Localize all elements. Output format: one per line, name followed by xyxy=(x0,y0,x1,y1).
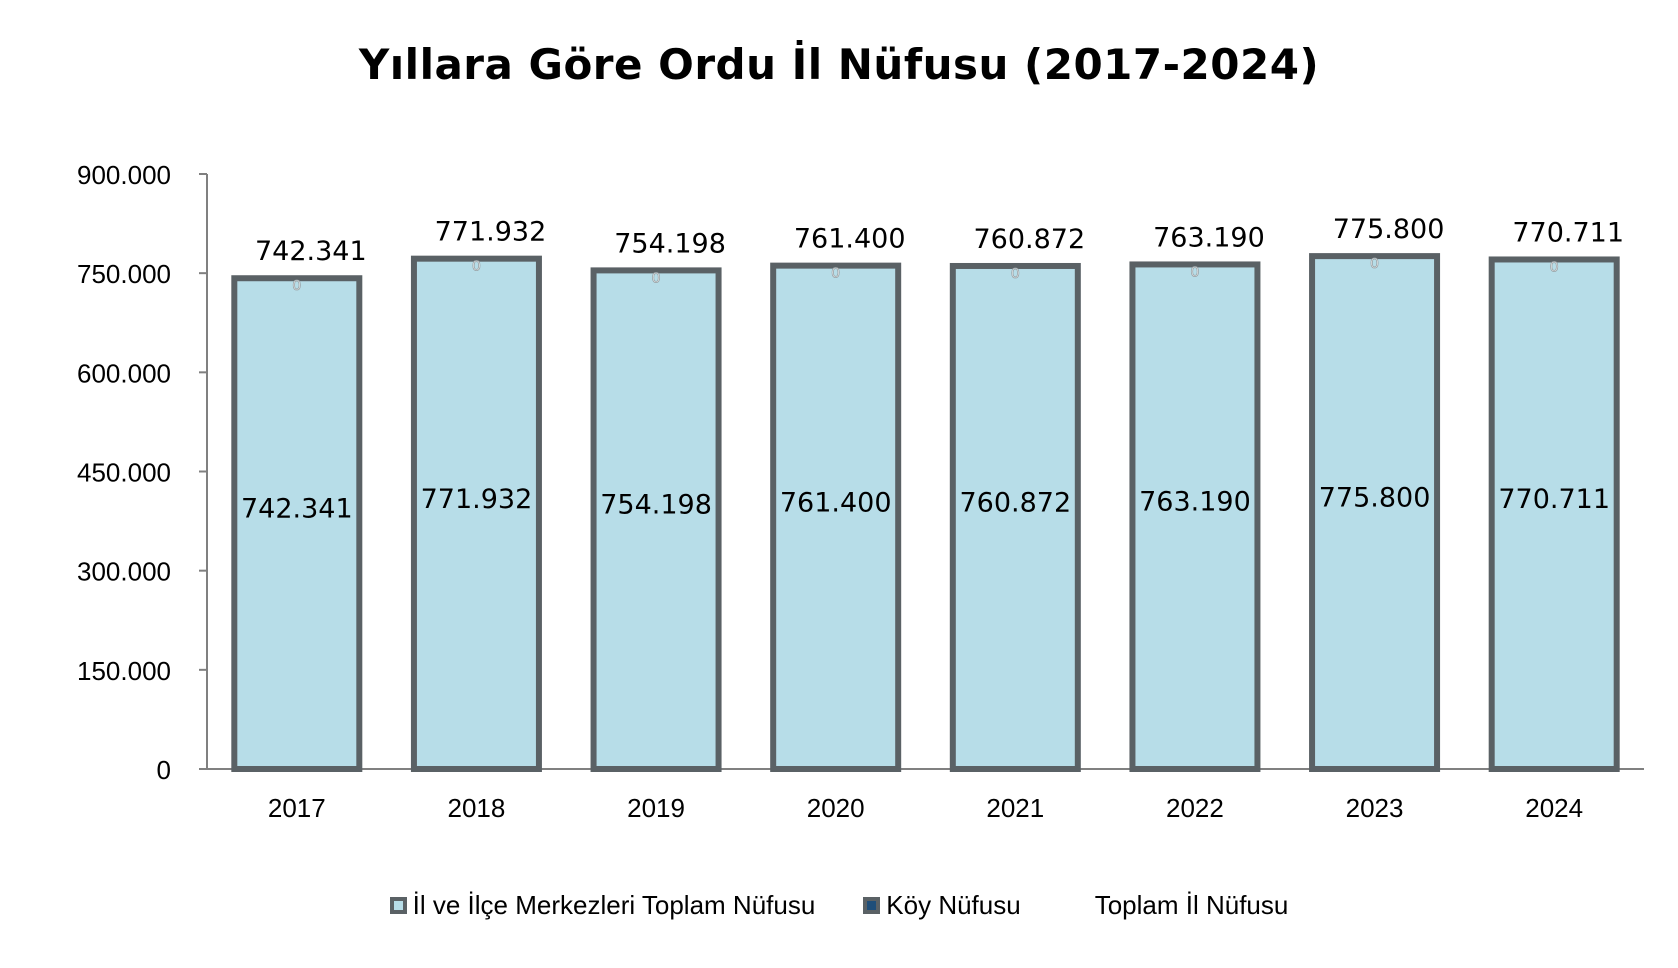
legend-label-koy: Köy Nüfusu xyxy=(886,890,1021,920)
bar-value-label: 763.190 xyxy=(1139,487,1251,518)
koy-value-label: 0 xyxy=(652,269,660,286)
koy-value-label: 0 xyxy=(832,265,840,282)
bar-value-label: 761.400 xyxy=(780,487,892,518)
y-tick-label: 150.000 xyxy=(77,656,171,686)
x-tick-label: 2022 xyxy=(1166,793,1224,823)
legend-item-merkez: İl ve İlçe Merkezleri Toplam Nüfusu xyxy=(389,890,816,921)
legend-label-toplam: Toplam İl Nüfusu xyxy=(1094,890,1289,920)
x-tick-label: 2021 xyxy=(986,793,1044,823)
bar-value-label: 771.932 xyxy=(421,484,533,515)
bar-2018 xyxy=(410,255,542,772)
legend: İl ve İlçe Merkezleri Toplam Nüfusu Köy … xyxy=(0,890,1678,921)
bar-2019 xyxy=(590,267,722,772)
bar-value-label: 775.800 xyxy=(1319,483,1431,514)
bar-2023 xyxy=(1309,253,1441,772)
koy-value-label: 0 xyxy=(1191,263,1199,280)
total-value-label: 760.872 xyxy=(973,224,1085,255)
bar-2021 xyxy=(949,262,1081,772)
koy-value-label: 0 xyxy=(293,277,301,294)
koy-value-label: 0 xyxy=(472,258,480,275)
y-tick-label: 600.000 xyxy=(77,358,171,388)
bar-value-label: 742.341 xyxy=(241,494,353,525)
chart-title: Yıllara Göre Ordu İl Nüfusu (2017-2024) xyxy=(358,40,1320,89)
x-tick-label: 2018 xyxy=(448,793,506,823)
x-tick-label: 2020 xyxy=(807,793,865,823)
y-tick-label: 300.000 xyxy=(77,557,171,587)
x-tick-label: 2023 xyxy=(1346,793,1404,823)
koy-value-label: 0 xyxy=(1550,258,1558,275)
y-tick-label: 450.000 xyxy=(77,458,171,488)
total-value-label: 754.198 xyxy=(614,228,726,259)
y-tick-label: 0 xyxy=(157,755,171,785)
total-value-label: 771.932 xyxy=(435,217,547,248)
bar-value-label: 770.711 xyxy=(1498,484,1610,515)
bar-value-label: 760.872 xyxy=(959,487,1071,518)
total-value-label: 761.400 xyxy=(794,224,906,255)
y-tick-label: 900.000 xyxy=(77,160,171,190)
total-value-label: 770.711 xyxy=(1512,217,1624,248)
bar-value-label: 754.198 xyxy=(600,490,712,521)
total-value-label: 763.190 xyxy=(1153,222,1265,253)
total-value-label: 775.800 xyxy=(1333,214,1445,245)
legend-swatch-merkez xyxy=(389,897,407,914)
koy-value-label: 0 xyxy=(1370,255,1378,272)
bar-2020 xyxy=(770,262,902,772)
x-tick-label: 2017 xyxy=(268,793,326,823)
total-value-label: 742.341 xyxy=(255,236,367,267)
y-tick-label: 750.000 xyxy=(77,259,171,289)
legend-swatch-koy xyxy=(863,897,881,914)
bar-2017 xyxy=(231,275,363,772)
legend-label-merkez: İl ve İlçe Merkezleri Toplam Nüfusu xyxy=(412,890,816,920)
x-tick-label: 2019 xyxy=(627,793,685,823)
koy-value-label: 0 xyxy=(1011,265,1019,282)
bar-2024 xyxy=(1488,256,1620,772)
legend-item-toplam: Toplam İl Nüfusu xyxy=(1069,890,1289,921)
bar-2022 xyxy=(1129,261,1261,772)
x-tick-label: 2024 xyxy=(1525,793,1583,823)
legend-item-koy: Köy Nüfusu xyxy=(863,890,1021,921)
